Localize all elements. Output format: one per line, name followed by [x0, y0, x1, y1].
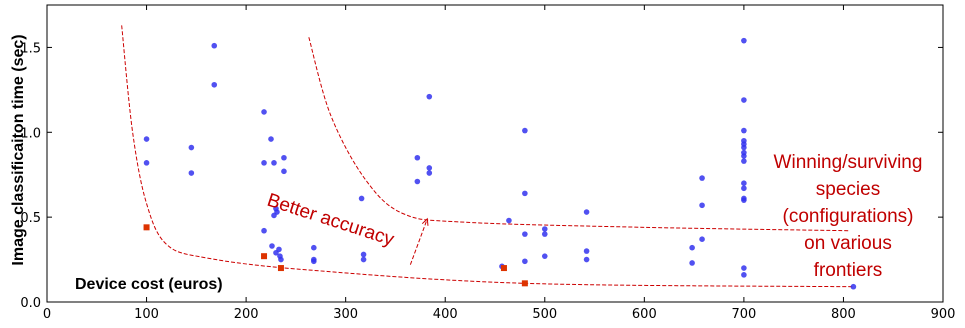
data-point [741, 180, 747, 186]
data-point [261, 160, 267, 166]
x-tick-label: 700 [731, 307, 756, 322]
axes [46, 4, 944, 303]
data-point [541, 231, 548, 237]
data-point [426, 93, 433, 100]
frontier-point [521, 280, 528, 287]
data-point [311, 244, 317, 251]
x-tick-label: 100 [134, 307, 159, 322]
data-point [741, 197, 747, 203]
x-tick-label: 0 [43, 307, 51, 322]
data-point [741, 185, 747, 192]
data-point [188, 144, 195, 151]
data-point [268, 136, 274, 142]
data-point [583, 248, 590, 254]
y-tick-label: 0.0 [20, 296, 41, 311]
x-tick-label: 500 [532, 307, 557, 322]
data-point [699, 202, 705, 209]
data-point [850, 283, 857, 290]
data-point [741, 144, 747, 151]
data-point [522, 190, 528, 197]
frontier-curve-2 [308, 37, 849, 232]
x-axis-label: Device cost (euros) [75, 276, 223, 293]
data-point [426, 170, 433, 176]
data-point [360, 256, 367, 263]
data-point [261, 109, 267, 115]
data-point [522, 258, 528, 265]
frontier-point [261, 253, 268, 260]
frontier-annotation-line-1: Winning/surviving [774, 152, 923, 173]
data-point [188, 170, 195, 176]
data-point [689, 244, 695, 251]
data-point [211, 81, 218, 88]
x-tick-label: 900 [931, 307, 956, 322]
data-point [541, 226, 548, 232]
frontier-curve-1 [121, 25, 854, 288]
data-point [741, 272, 747, 278]
data-point [741, 158, 747, 164]
data-point [311, 258, 317, 265]
data-point [276, 246, 282, 253]
tick-labels: 0 100 200 300 400 500 600 700 800 900 0.0 0.5 1.0 1.5 [20, 41, 955, 322]
data-point [414, 178, 421, 185]
data-point [143, 136, 150, 142]
arrow-head [421, 217, 429, 226]
data-point [281, 168, 287, 175]
data-point [271, 212, 277, 219]
data-point [414, 154, 421, 161]
x-tick-label: 400 [433, 307, 458, 322]
data-point [583, 209, 590, 215]
y-axis-label: Image classificaiton time (sec) [10, 34, 27, 265]
data-point [741, 153, 747, 159]
data-point [269, 243, 275, 249]
data-point [143, 160, 150, 166]
frontier-point [500, 265, 507, 272]
data-point [741, 265, 747, 271]
data-point [741, 97, 747, 103]
data-point [541, 253, 548, 259]
data-point [522, 231, 528, 237]
frontier-annotation-line-3: (configurations) [783, 206, 914, 227]
frontier-annotation-line-4: on various [804, 233, 892, 254]
y-tick-label: 1.0 [20, 126, 41, 141]
data-point [506, 217, 512, 224]
x-tick-label: 200 [234, 307, 259, 322]
x-tick-label: 600 [632, 307, 657, 322]
data-point [426, 165, 433, 171]
frontier-point [143, 224, 150, 231]
data-point [261, 227, 267, 234]
arrow-shaft [409, 218, 428, 265]
data-point [699, 236, 705, 243]
data-point [741, 127, 747, 134]
data-point [281, 154, 287, 161]
better-accuracy-label: Better accuracy [264, 190, 397, 251]
better-accuracy-arrow [409, 217, 429, 265]
x-tick-label: 800 [831, 307, 856, 322]
data-point [271, 160, 277, 166]
data-point [741, 37, 747, 44]
data-point [278, 256, 284, 263]
frontier-point [277, 265, 284, 272]
data-point [360, 251, 367, 258]
data-point [689, 260, 695, 266]
data-point [211, 42, 218, 49]
frontier-annotation-line-5: frontiers [814, 260, 883, 281]
data-point [522, 127, 528, 134]
x-tick-label: 300 [333, 307, 358, 322]
data-point [583, 256, 590, 263]
frontier-curves [121, 25, 854, 288]
frontier-annotation-line-2: species [816, 179, 880, 200]
data-point [358, 195, 365, 202]
data-point [699, 175, 705, 181]
plot-frame [46, 4, 944, 303]
y-tick-label: 1.5 [20, 41, 41, 56]
data-points [143, 37, 857, 290]
y-tick-label: 0.5 [20, 211, 41, 226]
